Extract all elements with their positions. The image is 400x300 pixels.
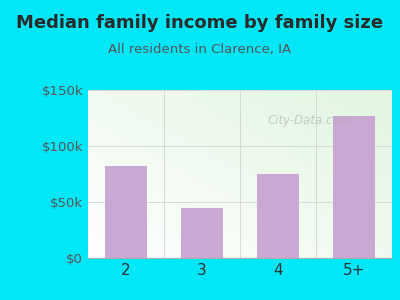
Bar — [333, 116, 375, 258]
Text: All residents in Clarence, IA: All residents in Clarence, IA — [108, 44, 292, 56]
Bar — [257, 174, 299, 258]
Text: Median family income by family size: Median family income by family size — [16, 14, 384, 32]
Text: City-Data.com: City-Data.com — [268, 114, 352, 127]
Bar — [105, 166, 147, 258]
Bar — [181, 208, 223, 258]
